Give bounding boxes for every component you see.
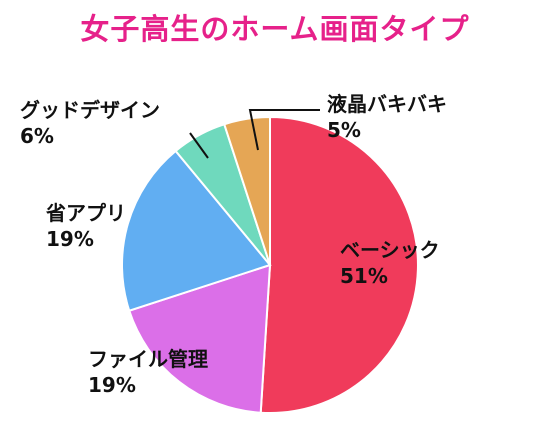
slice-label-name: 液晶バキバキ [327, 92, 447, 116]
pie-slice [259, 115, 419, 414]
slice-label: 液晶バキバキ 5% [327, 92, 447, 142]
leader-line [248, 109, 320, 151]
slice-label-value: 5% [327, 118, 361, 142]
leader-line [189, 132, 209, 159]
slice-label-value: 6% [20, 124, 54, 148]
slice-label: ファイル管理 19% [88, 347, 208, 397]
slice-label-value: 19% [88, 373, 136, 397]
slice-label: ベーシック 51% [340, 238, 440, 288]
slice-label: グッドデザイン 6% [20, 98, 160, 148]
pie-slice [121, 149, 272, 312]
slice-label-value: 51% [340, 264, 388, 288]
slice-label: 省アプリ 19% [45, 201, 126, 251]
slice-label-name: 省アプリ [45, 201, 126, 225]
slice-label-name: ファイル管理 [88, 347, 208, 371]
slice-label-name: グッドデザイン [20, 98, 160, 122]
slice-label-name: ベーシック [340, 238, 440, 262]
pie-slice [127, 263, 272, 414]
slice-label-value: 19% [46, 227, 94, 251]
chart-title: 女子高生のホーム画面タイプ [80, 12, 470, 46]
pie-slice [223, 115, 271, 266]
